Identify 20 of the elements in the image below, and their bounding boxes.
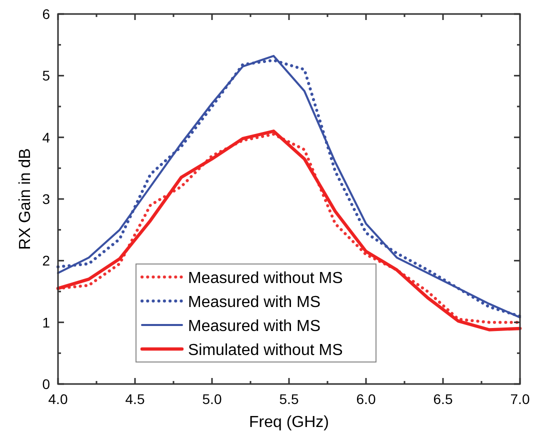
x-tick-label: 6.5 [433,391,453,407]
x-tick-label: 7.0 [510,391,530,407]
y-tick-label: 4 [42,129,50,146]
legend-label: Measured with MS [188,318,320,335]
x-tick-label: 4.5 [125,391,145,407]
x-tick-label: 5.0 [202,391,222,407]
y-tick-label: 5 [42,68,50,84]
y-tick-label: 1 [42,314,50,330]
legend-label: Simulated without MS [188,342,343,359]
x-axis-title: Freq (GHz) [249,414,329,431]
x-tick-label: 6.0 [356,391,376,407]
y-tick-label: 6 [42,6,50,22]
x-tick-label: 4.0 [48,391,68,407]
y-axis-title: RX Gain in dB [17,148,34,250]
y-tick-label: 2 [42,252,50,269]
legend-label: Measured with MS [188,294,320,311]
y-tick-label: 3 [42,191,50,207]
y-tick-label: 0 [42,376,50,392]
x-tick-label: 5.5 [279,391,299,407]
legend-label: Measured without MS [188,270,343,287]
